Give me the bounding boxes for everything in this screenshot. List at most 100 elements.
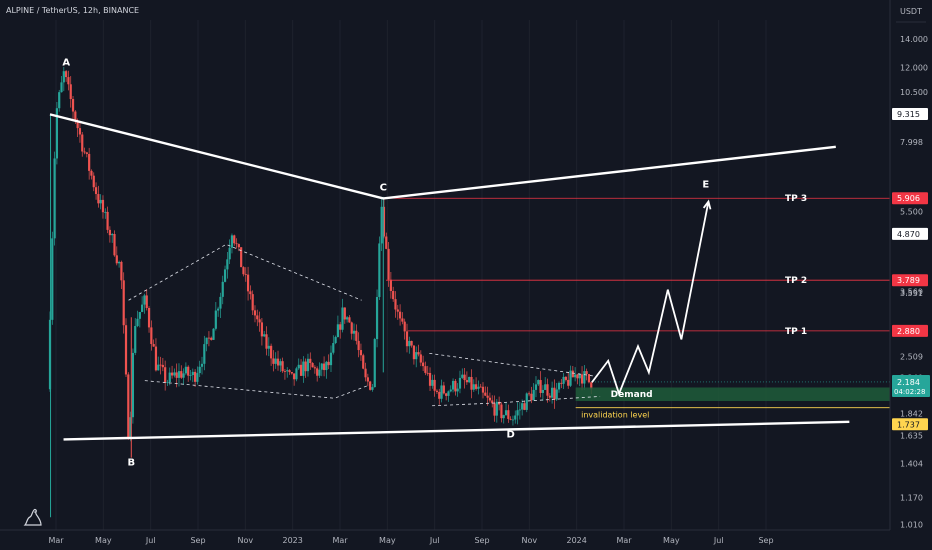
candle-body	[458, 377, 462, 389]
candle-body	[465, 380, 468, 383]
x-tick-label: Jul	[713, 536, 724, 545]
wave-label-d: D	[506, 430, 514, 441]
candle-body	[249, 291, 252, 295]
candle-body	[83, 151, 86, 153]
candle-body	[509, 418, 512, 420]
candle-body	[304, 361, 307, 372]
candle-body	[375, 297, 379, 340]
candle-body	[396, 309, 399, 312]
candle-body	[456, 388, 459, 392]
candle-body	[143, 295, 146, 305]
candle-body	[226, 259, 229, 270]
candle-body	[560, 382, 563, 384]
candle-body	[392, 290, 395, 300]
candle-body	[451, 380, 455, 390]
candle-body	[325, 361, 328, 371]
candle-body	[108, 229, 111, 236]
candle-body	[417, 352, 420, 355]
candle-body	[394, 299, 397, 310]
candle-body	[159, 364, 162, 366]
candle-body	[424, 366, 427, 373]
projection-path	[591, 201, 710, 397]
candle-body	[544, 384, 547, 390]
x-tick-label: May	[379, 536, 396, 545]
time-axis[interactable]: Mar May Jul Sep Nov 2023 Mar May Jul Sep Nov 2024 Ma…	[0, 529, 932, 545]
candle-body	[530, 393, 533, 401]
candle-body	[567, 379, 570, 386]
candle-body	[580, 374, 584, 384]
candle-body	[590, 382, 593, 390]
candle-body	[339, 324, 342, 330]
candle-body	[447, 391, 450, 396]
candle-body	[76, 121, 79, 129]
candle-body	[205, 337, 208, 345]
candle-body	[138, 311, 141, 319]
candle-body	[562, 376, 565, 384]
candle-body	[355, 330, 358, 341]
x-tick-label: Mar	[332, 536, 348, 545]
candle-body	[373, 339, 376, 388]
candle-body	[555, 389, 558, 400]
wave-label-a: A	[62, 58, 70, 69]
candle-body	[74, 111, 77, 122]
candle-body	[260, 322, 263, 337]
candle-body	[281, 361, 284, 372]
x-tick-label: May	[95, 536, 112, 545]
candle-body	[99, 199, 102, 204]
candle-body	[405, 331, 409, 347]
candle-body	[265, 334, 268, 349]
candle-body	[470, 376, 473, 390]
candle-body	[235, 243, 238, 245]
price-axis[interactable]: USDT14.00012.00010.5007.9985.8505.5004.8…	[889, 0, 932, 550]
candle-body	[200, 363, 204, 367]
candle-body	[221, 281, 224, 297]
candle-body	[48, 319, 52, 390]
pattern-dashed-line	[429, 352, 598, 377]
price-badge-label: 2.880	[897, 327, 920, 336]
x-tick-label: Sep	[474, 536, 489, 545]
candle-body	[90, 170, 93, 176]
price-badge	[892, 108, 928, 121]
y-tick-label: 1.010	[900, 520, 923, 529]
candle-body	[332, 343, 335, 353]
x-tick-label: Sep	[758, 536, 773, 545]
countdown-label: 04:02:28	[894, 388, 925, 396]
candle-body	[523, 403, 526, 410]
candle-body	[359, 350, 363, 356]
x-tick-label: Jul	[145, 536, 156, 545]
candle-body	[316, 368, 319, 376]
candle-body	[313, 367, 316, 369]
price-badge-label: 4.870	[897, 230, 920, 239]
candle-body	[290, 372, 293, 374]
x-tick-label: Jul	[429, 536, 440, 545]
candle-body	[145, 295, 148, 308]
candle-body	[507, 410, 510, 419]
x-tick-label: 2023	[282, 536, 302, 545]
candle-body	[152, 344, 155, 347]
candle-body	[244, 274, 247, 276]
candle-body	[415, 352, 418, 360]
candle-body	[187, 366, 190, 376]
candle-body	[571, 370, 574, 378]
candle-body	[329, 352, 333, 366]
candle-body	[147, 307, 151, 328]
candle-body	[67, 77, 70, 85]
candle-body	[214, 310, 217, 329]
candle-body	[369, 381, 372, 390]
candle-body	[127, 374, 130, 440]
candle-body	[120, 261, 123, 281]
candle-body	[578, 374, 581, 379]
y-tick-label: 5.500	[900, 207, 923, 216]
candle-body	[175, 372, 178, 378]
candle-body	[438, 391, 441, 399]
candle-body	[173, 372, 176, 376]
candle-body	[288, 370, 291, 373]
candle-body	[134, 326, 137, 353]
candle-body	[219, 296, 222, 309]
candle-body	[564, 376, 568, 380]
candle-body	[511, 419, 515, 421]
candle-body	[534, 384, 538, 390]
candle-body	[191, 371, 194, 376]
y-tick-label: 10.500	[900, 88, 928, 97]
